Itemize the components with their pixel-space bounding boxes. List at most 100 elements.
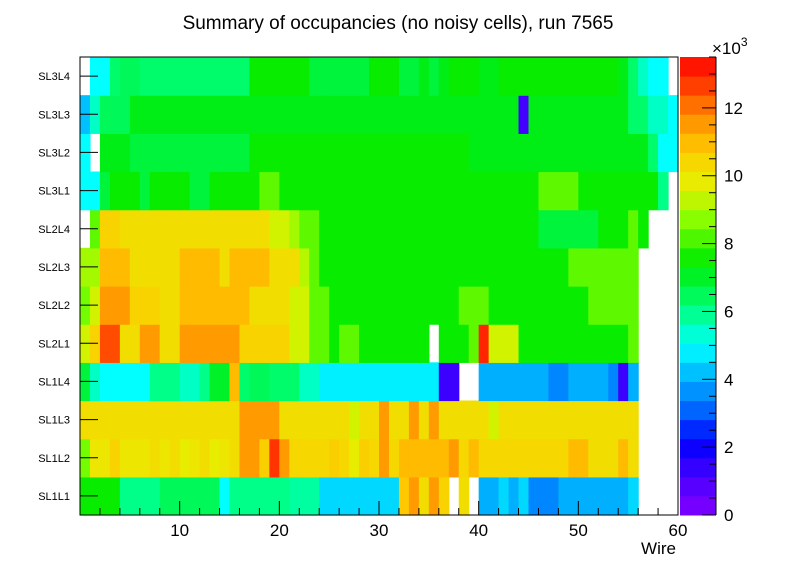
heatmap-cell [249, 286, 260, 325]
heatmap-cell [548, 247, 559, 287]
heatmap-cell [99, 476, 111, 516]
heatmap-cell [648, 57, 659, 96]
heatmap-cell [568, 95, 579, 134]
x-tick-label: 50 [569, 521, 588, 540]
heatmap-cell [309, 209, 320, 249]
heatmap-cell [398, 286, 410, 325]
heatmap-cell [488, 171, 500, 211]
heatmap-cell [279, 286, 290, 325]
y-axis: SL1L1 SL1L2 SL1L3 SL1L4 SL2L1 SL2L2 SL2L3 SL2L4… [38, 71, 98, 503]
heatmap-cell [339, 362, 350, 402]
heatmap-cell [588, 133, 599, 173]
heatmap-cell [359, 286, 370, 325]
x-axis-label: Wire [641, 539, 676, 558]
heatmap-cell [229, 362, 241, 402]
heatmap-cell [538, 400, 550, 440]
heatmap-cell [269, 133, 280, 173]
x-tick-label: 20 [270, 521, 289, 540]
heatmap-cell [259, 400, 270, 440]
heatmap-cell [568, 209, 579, 249]
heatmap-cell [379, 400, 390, 440]
heatmap-cell [369, 286, 380, 325]
heatmap-cell [359, 400, 370, 440]
heatmap-cell [418, 286, 430, 325]
heatmap-cell [598, 362, 609, 402]
heatmap-cell [299, 133, 310, 173]
heatmap-cell [468, 438, 480, 478]
heatmap-cell [498, 324, 510, 363]
heatmap-cell [329, 324, 340, 363]
heatmap-cell [149, 95, 161, 134]
heatmap-cell [369, 324, 380, 363]
heatmap-cell [468, 171, 480, 211]
heatmap-cell [299, 400, 310, 440]
heatmap-cell [468, 400, 480, 440]
heatmap-cell [598, 286, 609, 325]
heatmap-cell [319, 133, 330, 173]
heatmap-cell [548, 286, 559, 325]
heatmap-cell [548, 57, 559, 96]
heatmap-cell [608, 247, 619, 287]
heatmap-cell [149, 209, 161, 249]
heatmap-cell [628, 171, 639, 211]
heatmap-cell [189, 133, 201, 173]
heatmap-cell [199, 362, 211, 402]
heatmap-cell [179, 476, 191, 516]
heatmap-cell [628, 95, 639, 134]
heatmap-cell [528, 400, 540, 440]
heatmap-cell [319, 171, 330, 211]
heatmap-cell [408, 247, 420, 287]
heatmap-cell [299, 247, 310, 287]
heatmap-cell [339, 133, 350, 173]
heatmap-cell [448, 209, 460, 249]
heatmap-cell [229, 209, 241, 249]
heatmap-cell [99, 247, 111, 287]
heatmap-cell [369, 209, 380, 249]
heatmap-cell [209, 286, 221, 325]
heatmap-cell [369, 57, 380, 96]
heatmap-cell [149, 362, 161, 402]
heatmap-cell [508, 286, 520, 325]
heatmap-cell [329, 133, 340, 173]
heatmap-cell [349, 247, 360, 287]
heatmap-cell [179, 209, 191, 249]
palette-swatch [680, 76, 716, 96]
heatmap-cell [279, 57, 290, 96]
heatmap-cell [558, 400, 569, 440]
heatmap-cell [458, 209, 470, 249]
heatmap-cell [329, 476, 340, 516]
chart-title: Summary of occupancies (no noisy cells),… [183, 13, 614, 34]
heatmap-cell [488, 133, 500, 173]
heatmap-cell [498, 57, 510, 96]
heatmap-cell [478, 171, 490, 211]
heatmap-cell [329, 400, 340, 440]
heatmap-cell [598, 400, 609, 440]
heatmap-cell [149, 57, 161, 96]
heatmap-cell [458, 133, 470, 173]
heatmap-cell [428, 400, 440, 440]
heatmap-cell [149, 133, 161, 173]
z-tick-label: 8 [724, 235, 733, 254]
heatmap-cell [329, 362, 340, 402]
heatmap-cell [299, 476, 310, 516]
z-tick-label: 0 [724, 506, 733, 525]
heatmap-cell [508, 95, 520, 134]
heatmap-cell [239, 476, 251, 516]
heatmap-cell [538, 362, 550, 402]
heatmap-cell [388, 209, 400, 249]
heatmap-cell [359, 133, 370, 173]
palette-swatch [680, 228, 716, 249]
heatmap-cell [279, 438, 290, 478]
heatmap-cell [428, 209, 440, 249]
heatmap-cell [578, 133, 589, 173]
palette-swatch [680, 305, 716, 325]
heatmap-cell [438, 95, 450, 134]
heatmap-cell [558, 133, 569, 173]
heatmap-cell [99, 133, 111, 173]
heatmap-cell [219, 324, 231, 363]
heatmap-cell [149, 400, 161, 440]
heatmap-cell [628, 133, 639, 173]
heatmap-cell [109, 438, 121, 478]
heatmap-cell [149, 476, 161, 516]
heatmap-cell [139, 247, 151, 287]
